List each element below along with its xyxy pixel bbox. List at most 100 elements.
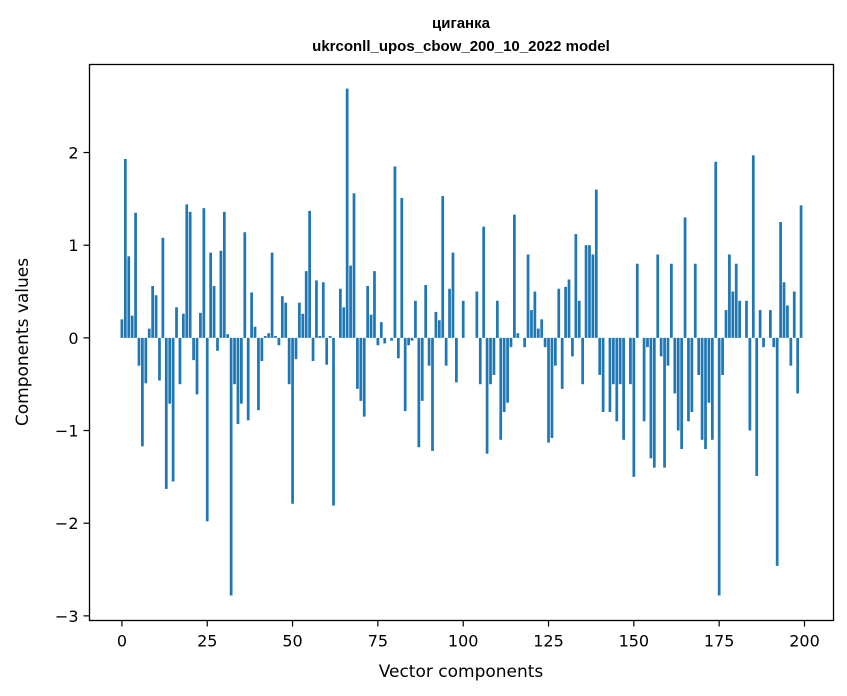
bar [267,333,271,338]
bar [168,337,172,404]
bar [724,310,728,338]
bar [663,337,666,468]
bar [608,337,612,412]
bar [642,337,646,422]
bar [400,197,404,338]
y-tick-label: −3 [55,607,79,626]
bar [373,271,376,338]
bar [226,334,230,338]
bar [738,300,742,338]
bar [509,337,513,348]
bar [441,196,445,338]
bar [202,208,206,338]
bar [461,300,465,338]
bar [243,232,247,338]
bar [533,291,537,338]
bar [779,222,782,338]
bar [427,337,431,366]
x-tick-label: 175 [704,632,735,651]
bar [612,337,615,385]
bar [257,337,260,411]
bar [577,300,581,338]
bar [216,337,219,351]
bar [219,250,223,338]
bar [591,254,595,338]
bar [141,337,144,447]
y-tick-label: 1 [68,236,78,255]
bar [274,336,277,338]
bar [588,245,591,338]
bar [594,189,598,338]
bar [717,337,721,596]
bar [134,212,137,338]
bar [526,254,530,338]
bar [796,337,800,394]
bar [393,166,397,338]
bar [478,337,482,385]
bar [769,310,772,338]
bar [407,337,410,346]
bar [792,291,796,338]
bar [209,252,213,338]
bar [673,337,677,394]
bar [683,217,687,338]
bar [284,302,288,338]
bar [178,337,182,385]
bar [325,337,329,365]
x-tick-label: 150 [619,632,650,651]
bar [376,337,380,346]
bar [506,337,509,403]
bar [482,226,486,338]
bar [390,337,393,341]
bar [789,337,793,366]
bar [301,313,305,338]
bar [328,336,332,338]
bar [574,234,578,338]
bar [250,292,253,338]
bar [448,288,451,338]
bar [697,337,701,375]
bar [659,337,663,357]
bar [321,282,325,338]
bar [420,337,424,401]
bar [581,337,585,385]
bar [332,337,335,506]
y-axis-label: Components values [13,258,33,426]
bar [762,337,765,348]
bar [782,282,786,338]
bar [547,337,550,443]
bar [318,336,322,338]
bar [704,337,707,450]
bar [195,337,199,395]
bar [693,263,697,338]
bar [495,300,499,338]
bar [652,337,656,468]
bar [536,328,540,338]
bar [417,337,421,448]
bar [437,320,441,338]
bar [434,311,438,338]
bar [270,252,274,338]
bar [304,271,308,338]
bar [649,337,653,459]
bar [516,333,520,338]
bar [263,336,267,338]
x-tick-label: 25 [197,632,217,651]
bar [236,337,240,425]
bar [618,337,622,385]
bar [171,337,175,482]
bar [315,280,318,338]
bar [277,337,281,346]
bar [455,337,458,383]
x-tick-label: 100 [448,632,479,651]
bar [615,337,619,422]
bar [356,337,359,389]
bar [311,337,315,362]
bar [632,337,636,477]
x-tick-label: 75 [368,632,388,651]
bar [676,337,680,431]
x-tick-label: 125 [533,632,564,651]
bar [342,307,346,338]
bar [308,210,311,338]
